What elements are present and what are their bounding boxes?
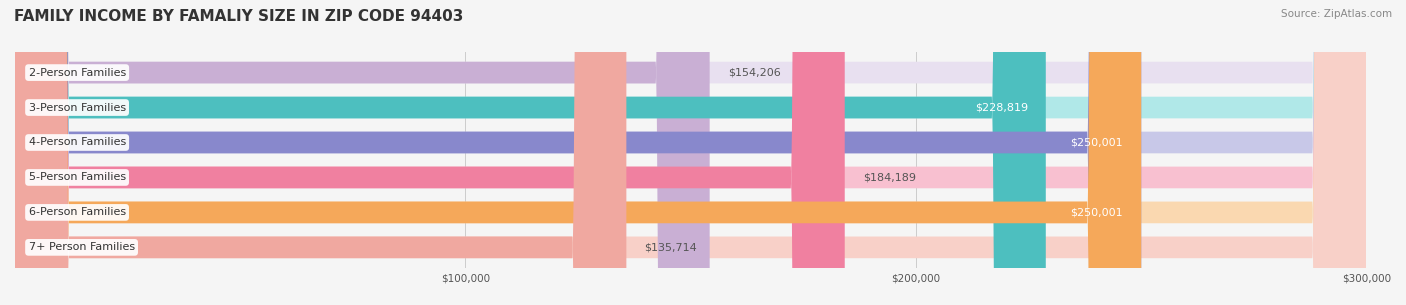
Text: 6-Person Families: 6-Person Families — [28, 207, 125, 217]
Text: $250,001: $250,001 — [1070, 207, 1123, 217]
Text: 3-Person Families: 3-Person Families — [28, 102, 125, 113]
Text: Source: ZipAtlas.com: Source: ZipAtlas.com — [1281, 9, 1392, 19]
Text: $154,206: $154,206 — [728, 68, 780, 77]
FancyBboxPatch shape — [15, 0, 845, 305]
FancyBboxPatch shape — [15, 0, 1367, 305]
FancyBboxPatch shape — [15, 0, 1367, 305]
Text: $184,189: $184,189 — [863, 172, 915, 182]
FancyBboxPatch shape — [15, 0, 1142, 305]
Text: 4-Person Families: 4-Person Families — [28, 138, 125, 148]
FancyBboxPatch shape — [15, 0, 1367, 305]
Text: 7+ Person Families: 7+ Person Families — [28, 242, 135, 252]
Text: $228,819: $228,819 — [974, 102, 1028, 113]
Text: $250,001: $250,001 — [1070, 138, 1123, 148]
Text: $135,714: $135,714 — [644, 242, 697, 252]
FancyBboxPatch shape — [15, 0, 1142, 305]
FancyBboxPatch shape — [15, 0, 1367, 305]
Text: FAMILY INCOME BY FAMALIY SIZE IN ZIP CODE 94403: FAMILY INCOME BY FAMALIY SIZE IN ZIP COD… — [14, 9, 464, 24]
FancyBboxPatch shape — [15, 0, 1367, 305]
FancyBboxPatch shape — [15, 0, 1046, 305]
Text: 5-Person Families: 5-Person Families — [28, 172, 125, 182]
FancyBboxPatch shape — [15, 0, 710, 305]
FancyBboxPatch shape — [15, 0, 1367, 305]
Text: 2-Person Families: 2-Person Families — [28, 68, 125, 77]
FancyBboxPatch shape — [15, 0, 626, 305]
